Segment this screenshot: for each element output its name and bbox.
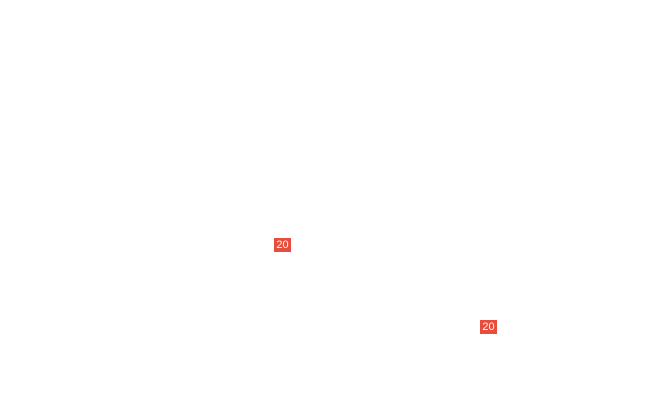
count-badge[interactable]: 20 xyxy=(274,238,291,252)
count-badge[interactable]: 20 xyxy=(480,320,497,334)
